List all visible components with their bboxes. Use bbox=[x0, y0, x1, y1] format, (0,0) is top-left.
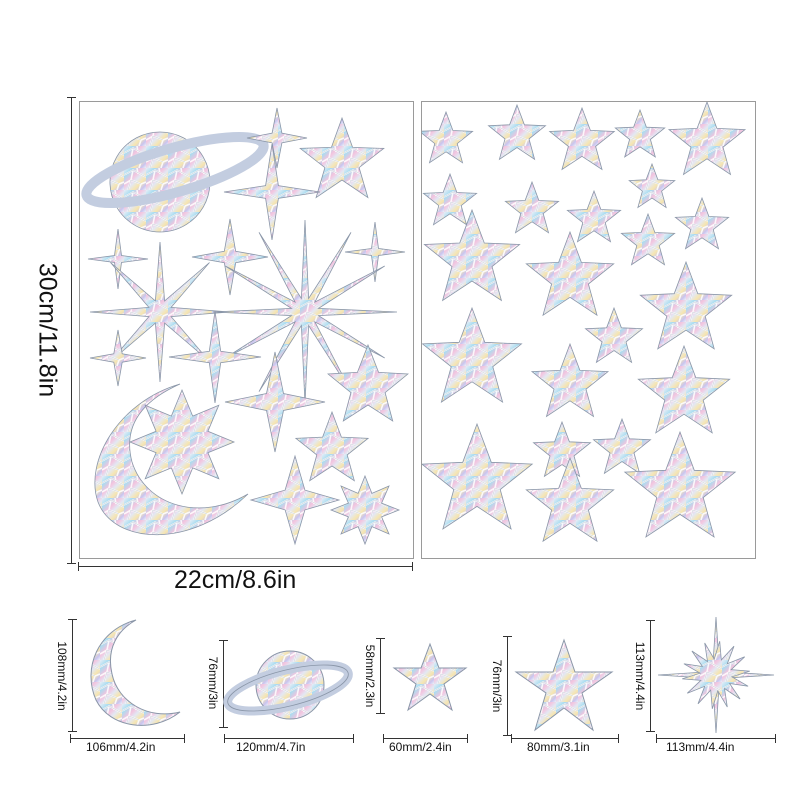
planet-width-label: 120mm/4.7in bbox=[236, 740, 306, 754]
left-star-sticker-3 bbox=[87, 228, 149, 290]
right-star-sticker-14 bbox=[639, 260, 733, 350]
moon-icon bbox=[90, 619, 181, 726]
left-star-sticker-1 bbox=[246, 107, 308, 169]
left-star-sticker-9 bbox=[89, 329, 147, 387]
small-star-width-label: 60mm/2.4in bbox=[389, 740, 452, 754]
moon-height-label: 108mm/4.2in bbox=[55, 641, 69, 711]
sunburst-width-line bbox=[656, 734, 776, 743]
moon-height-line bbox=[68, 619, 77, 732]
right-star-sticker-1 bbox=[422, 110, 474, 164]
small-star-width-line bbox=[383, 734, 468, 743]
sheet-height-label: 30cm/11.8in bbox=[33, 262, 62, 398]
sticker-sheet-right bbox=[421, 101, 756, 559]
sheet-right-stickers bbox=[422, 102, 747, 543]
left-star-sticker-13 bbox=[128, 388, 236, 496]
large-star-height-label: 76mm/3in bbox=[490, 659, 504, 713]
left-star-sticker-11 bbox=[224, 351, 326, 453]
planet-icon bbox=[223, 650, 353, 720]
sunburst-core bbox=[682, 641, 750, 709]
right-star-sticker-13 bbox=[620, 212, 676, 266]
large-star-width-label: 80mm/3.1in bbox=[527, 740, 590, 754]
sunburst-height-label: 113mm/4.4in bbox=[633, 641, 647, 711]
sheet-width-label: 22cm/8.6in bbox=[174, 566, 297, 594]
planet-ring-sticker bbox=[81, 131, 269, 209]
right-star-sticker-9 bbox=[628, 162, 676, 209]
sunburst-height-line bbox=[646, 620, 655, 732]
right-star-sticker-8 bbox=[566, 189, 622, 243]
right-star-sticker-19 bbox=[532, 420, 592, 478]
right-star-sticker-23 bbox=[623, 430, 737, 538]
sunburst-icon bbox=[657, 616, 775, 734]
small-star-icon bbox=[392, 642, 468, 712]
sheet-height-line bbox=[67, 97, 76, 564]
left-star-sticker-12 bbox=[327, 343, 409, 422]
planet-width-line bbox=[224, 734, 354, 743]
right-star-sticker-12 bbox=[525, 230, 615, 317]
moon-sticker bbox=[94, 383, 249, 536]
left-star-sticker-2 bbox=[299, 116, 385, 199]
sheet-width-line bbox=[78, 562, 413, 571]
left-star-sticker-15 bbox=[249, 454, 341, 546]
sheet-left-stickers bbox=[81, 107, 409, 546]
left-star-sticker-14 bbox=[294, 410, 370, 482]
right-star-sticker-4 bbox=[614, 108, 666, 158]
large-star-icon bbox=[514, 638, 614, 732]
sticker-sheet-left bbox=[79, 101, 414, 559]
sunburst-width-label: 113mm/4.4in bbox=[666, 740, 735, 754]
large-star-width-line bbox=[511, 734, 619, 743]
right-star-sticker-17 bbox=[530, 342, 610, 418]
left-star-sticker-6 bbox=[344, 221, 406, 283]
right-star-sticker-5 bbox=[667, 102, 747, 176]
planet-height-line bbox=[219, 640, 228, 728]
left-star-sticker-5 bbox=[191, 218, 269, 296]
left-star-sticker-10 bbox=[168, 310, 262, 404]
moon-width-line bbox=[70, 734, 185, 743]
left-star-sticker-4 bbox=[223, 143, 321, 241]
right-star-sticker-10 bbox=[674, 196, 730, 250]
small-star-height-label: 58mm/2.3in bbox=[363, 644, 377, 708]
right-star-sticker-18 bbox=[637, 344, 731, 434]
right-star-sticker-3 bbox=[548, 106, 616, 171]
planet-height-label: 76mm/3in bbox=[206, 656, 220, 710]
right-star-sticker-21 bbox=[422, 422, 534, 530]
right-star-sticker-7 bbox=[504, 180, 560, 234]
right-star-sticker-6 bbox=[422, 172, 478, 226]
right-star-sticker-2 bbox=[487, 103, 547, 161]
right-star-sticker-16 bbox=[422, 306, 523, 404]
left-star-sticker-7 bbox=[89, 241, 231, 383]
left-star-sticker-16 bbox=[329, 474, 401, 546]
right-star-sticker-15 bbox=[584, 306, 644, 364]
small-star-height-line bbox=[376, 638, 385, 714]
right-star-sticker-22 bbox=[525, 456, 615, 543]
moon-width-label: 106mm/4.2in bbox=[86, 740, 156, 754]
right-star-sticker-20 bbox=[592, 417, 652, 475]
large-star-height-line bbox=[503, 636, 512, 736]
right-star-sticker-11 bbox=[423, 208, 521, 302]
